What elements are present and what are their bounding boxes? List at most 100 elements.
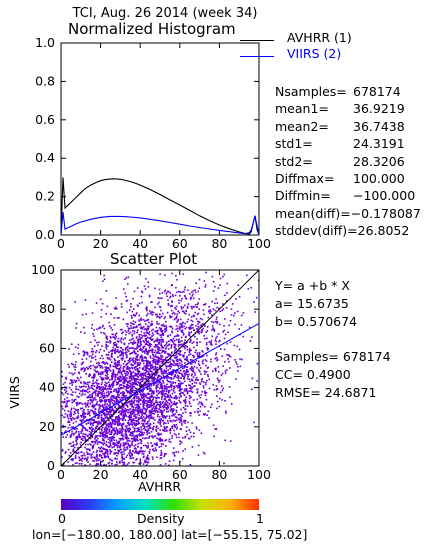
- scatter-point: [83, 416, 86, 418]
- scatter-point: [125, 427, 128, 429]
- scatter-point: [161, 351, 163, 354]
- scatter-point: [169, 428, 172, 430]
- y-tick-label: 20: [39, 419, 55, 434]
- scatter-point: [151, 351, 154, 354]
- scatter-point: [132, 409, 134, 412]
- scatter-point: [139, 434, 141, 437]
- scatter-point: [195, 282, 197, 284]
- scatter-point: [135, 448, 137, 450]
- scatter-point: [189, 353, 192, 355]
- scatter-point: [117, 371, 119, 374]
- scatter-point: [201, 380, 203, 383]
- scatter-point: [89, 443, 91, 445]
- scatter-point: [140, 295, 143, 298]
- scatter-point: [147, 437, 149, 439]
- scatter-point: [141, 410, 144, 412]
- scatter-point: [182, 356, 185, 358]
- scatter-point: [184, 408, 187, 410]
- scatter-point: [127, 411, 130, 414]
- scatter-point: [144, 407, 146, 410]
- scatter-point: [162, 400, 164, 403]
- scatter-point: [137, 434, 139, 436]
- scatter-point: [192, 399, 195, 401]
- scatter-point: [121, 328, 123, 331]
- scatter-point: [196, 410, 199, 413]
- scatter-point: [122, 461, 124, 464]
- scatter-point: [166, 394, 169, 396]
- scatter-point: [150, 323, 152, 325]
- scatter-point: [175, 353, 178, 356]
- scatter-point: [173, 433, 176, 435]
- scatter-point: [78, 433, 80, 435]
- scatter-point: [144, 337, 147, 340]
- scatter-point: [140, 462, 142, 464]
- scatter-point: [175, 317, 178, 320]
- scatter-point: [151, 399, 154, 401]
- scatter-point: [184, 344, 187, 347]
- fit-b: b= 0.570674: [275, 314, 358, 329]
- scatter-point: [120, 384, 123, 386]
- scatter-point: [164, 316, 166, 318]
- scatter-point: [83, 385, 85, 388]
- scatter-point: [155, 429, 157, 431]
- scatter-point: [238, 295, 241, 298]
- scatter-point: [121, 434, 123, 437]
- scatter-point: [71, 372, 73, 375]
- scatter-point: [132, 389, 135, 392]
- scatter-point: [81, 407, 84, 409]
- scatter-point: [61, 448, 64, 451]
- scatter-point: [189, 380, 191, 383]
- scatter-point: [101, 379, 104, 381]
- scatter-point: [138, 384, 141, 386]
- scatter-point: [159, 306, 162, 309]
- scatter-point: [132, 371, 134, 373]
- scatter-point: [123, 365, 125, 368]
- scatter-point: [166, 386, 169, 389]
- scatter-point: [119, 346, 122, 349]
- scatter-point: [163, 344, 166, 347]
- scatter-point: [168, 392, 170, 394]
- scatter-point: [113, 307, 116, 310]
- scatter-point: [110, 423, 113, 426]
- scatter-point: [191, 391, 194, 394]
- scatter-point: [185, 390, 187, 392]
- scatter-point: [133, 340, 135, 342]
- scatter-point: [129, 427, 131, 430]
- scatter-point: [180, 418, 183, 420]
- scatter-point: [224, 360, 226, 363]
- scatter-point: [161, 312, 164, 315]
- scatter-point: [95, 460, 98, 462]
- scatter-point: [160, 390, 162, 393]
- scatter-point: [177, 290, 180, 293]
- scatter-point: [125, 436, 127, 438]
- scatter-point: [100, 446, 102, 449]
- scatter-point: [103, 412, 106, 415]
- scatter-point: [103, 392, 105, 395]
- scatter-point: [127, 283, 129, 285]
- scatter-point: [163, 426, 166, 429]
- scatter-point: [136, 359, 139, 361]
- scatter-point: [123, 461, 126, 464]
- scatter-point: [131, 387, 133, 389]
- scatter-point: [73, 366, 76, 368]
- scatter-point: [204, 390, 206, 392]
- scatter-point: [68, 421, 71, 424]
- scatter-point: [222, 387, 224, 390]
- scatter-point: [159, 358, 162, 361]
- scatter-point: [84, 393, 86, 396]
- scatter-point: [155, 359, 157, 361]
- scatter-point: [94, 366, 96, 368]
- scatter-point: [88, 375, 90, 377]
- stat-row: std1= 24.3191: [275, 136, 405, 152]
- scatter-point: [105, 449, 107, 452]
- scatter-point: [74, 428, 76, 430]
- scatter-point: [121, 433, 124, 436]
- scatter-point: [61, 456, 63, 458]
- scatter-point: [124, 351, 127, 354]
- scatter-point: [163, 430, 166, 432]
- scatter-point: [179, 393, 181, 395]
- scatter-point: [102, 418, 105, 420]
- scatter-point: [116, 463, 118, 466]
- scatter-point: [160, 439, 162, 441]
- scatter-point: [215, 388, 218, 391]
